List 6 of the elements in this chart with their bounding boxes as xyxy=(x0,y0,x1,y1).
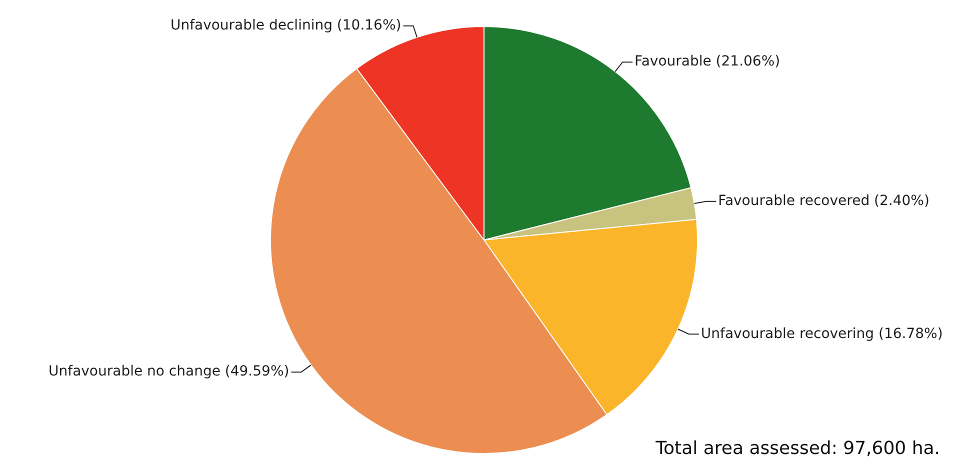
slice-label: Unfavourable no change (49.59%) xyxy=(48,364,290,380)
slice-label: Unfavourable declining (10.16%) xyxy=(170,18,402,34)
text: Total area assessed: 97,600 ha. xyxy=(656,438,940,459)
slice-label: Unfavourable recovering (16.78%) xyxy=(700,326,943,342)
slice-label: Favourable (21.06%) xyxy=(634,54,780,70)
slice-label: Favourable recovered (2.40%) xyxy=(718,193,930,210)
